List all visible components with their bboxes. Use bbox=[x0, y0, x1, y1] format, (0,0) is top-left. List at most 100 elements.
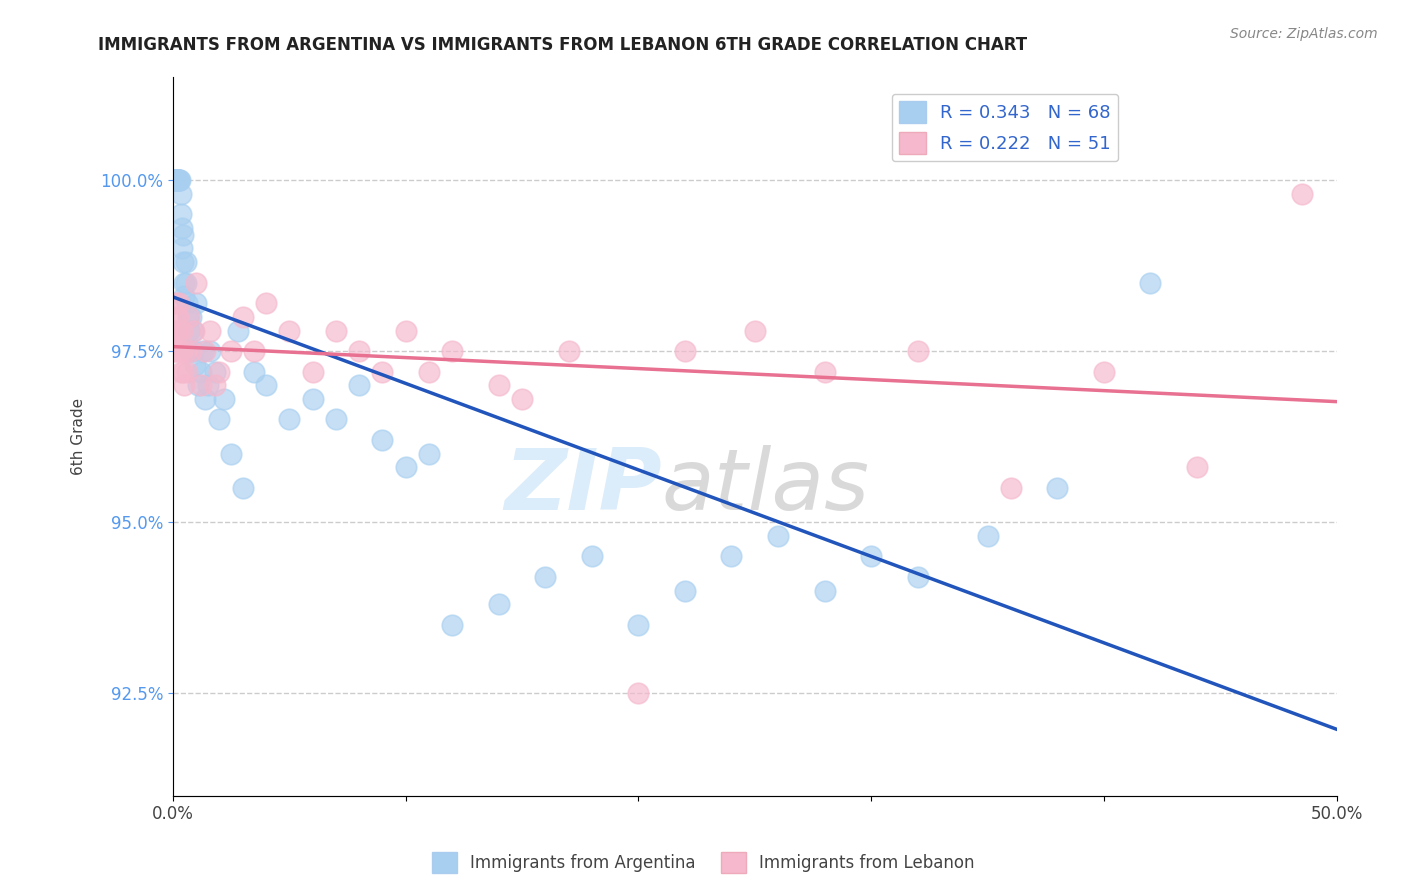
Point bbox=[1139, 276, 1161, 290]
Point bbox=[174, 344, 197, 359]
Point bbox=[184, 358, 207, 372]
Point bbox=[1000, 481, 1022, 495]
Point bbox=[212, 392, 235, 406]
Point bbox=[371, 433, 394, 447]
Point bbox=[167, 296, 190, 310]
Point bbox=[219, 344, 242, 359]
Point bbox=[165, 344, 187, 359]
Point bbox=[163, 324, 186, 338]
Point bbox=[744, 324, 766, 338]
Legend: R = 0.343   N = 68, R = 0.222   N = 51: R = 0.343 N = 68, R = 0.222 N = 51 bbox=[891, 94, 1118, 161]
Legend: Immigrants from Argentina, Immigrants from Lebanon: Immigrants from Argentina, Immigrants fr… bbox=[425, 846, 981, 880]
Text: IMMIGRANTS FROM ARGENTINA VS IMMIGRANTS FROM LEBANON 6TH GRADE CORRELATION CHART: IMMIGRANTS FROM ARGENTINA VS IMMIGRANTS … bbox=[98, 36, 1028, 54]
Point bbox=[173, 276, 195, 290]
Point bbox=[371, 365, 394, 379]
Point bbox=[673, 583, 696, 598]
Point bbox=[183, 324, 205, 338]
Point bbox=[301, 365, 323, 379]
Point bbox=[167, 173, 190, 187]
Point bbox=[181, 324, 204, 338]
Point bbox=[167, 310, 190, 324]
Point bbox=[254, 378, 277, 392]
Point bbox=[172, 365, 194, 379]
Point bbox=[177, 310, 200, 324]
Point bbox=[180, 310, 202, 324]
Point bbox=[172, 324, 194, 338]
Point bbox=[581, 549, 603, 564]
Point bbox=[488, 378, 510, 392]
Text: atlas: atlas bbox=[662, 445, 870, 528]
Point bbox=[194, 392, 217, 406]
Point bbox=[174, 255, 197, 269]
Point bbox=[278, 324, 301, 338]
Point bbox=[673, 344, 696, 359]
Point bbox=[976, 529, 998, 543]
Point bbox=[163, 173, 186, 187]
Point bbox=[208, 412, 231, 426]
Point bbox=[165, 173, 187, 187]
Point bbox=[1092, 365, 1115, 379]
Point bbox=[226, 324, 249, 338]
Point bbox=[488, 597, 510, 611]
Point bbox=[627, 686, 650, 700]
Point bbox=[907, 344, 929, 359]
Point bbox=[163, 173, 186, 187]
Point bbox=[172, 242, 194, 256]
Point bbox=[394, 324, 416, 338]
Point bbox=[278, 412, 301, 426]
Point bbox=[813, 365, 835, 379]
Point bbox=[167, 173, 190, 187]
Point bbox=[191, 344, 214, 359]
Point bbox=[720, 549, 742, 564]
Text: ZIP: ZIP bbox=[503, 445, 662, 528]
Point bbox=[169, 324, 191, 338]
Point bbox=[198, 324, 221, 338]
Point bbox=[418, 447, 440, 461]
Point bbox=[441, 344, 464, 359]
Point bbox=[441, 617, 464, 632]
Point bbox=[232, 310, 254, 324]
Point bbox=[163, 344, 186, 359]
Point bbox=[232, 481, 254, 495]
Point bbox=[169, 344, 191, 359]
Point bbox=[243, 365, 266, 379]
Point bbox=[557, 344, 579, 359]
Point bbox=[170, 221, 193, 235]
Y-axis label: 6th Grade: 6th Grade bbox=[72, 398, 86, 475]
Point bbox=[170, 344, 193, 359]
Point bbox=[254, 296, 277, 310]
Point bbox=[166, 173, 188, 187]
Point bbox=[184, 276, 207, 290]
Point bbox=[187, 378, 209, 392]
Point bbox=[169, 173, 191, 187]
Point bbox=[180, 344, 202, 359]
Point bbox=[166, 344, 188, 359]
Point bbox=[166, 324, 188, 338]
Text: Source: ZipAtlas.com: Source: ZipAtlas.com bbox=[1230, 27, 1378, 41]
Point bbox=[198, 344, 221, 359]
Point bbox=[1291, 186, 1313, 201]
Point bbox=[169, 173, 191, 187]
Point bbox=[204, 378, 226, 392]
Point bbox=[163, 173, 186, 187]
Point bbox=[766, 529, 789, 543]
Point bbox=[166, 173, 188, 187]
Point bbox=[208, 365, 231, 379]
Point bbox=[190, 378, 212, 392]
Point bbox=[347, 344, 370, 359]
Point bbox=[243, 344, 266, 359]
Point bbox=[166, 310, 188, 324]
Point bbox=[170, 207, 193, 221]
Point bbox=[176, 296, 198, 310]
Point bbox=[418, 365, 440, 379]
Point bbox=[183, 344, 205, 359]
Point bbox=[813, 583, 835, 598]
Point bbox=[394, 460, 416, 475]
Point bbox=[325, 412, 347, 426]
Point bbox=[534, 570, 557, 584]
Point bbox=[301, 392, 323, 406]
Point bbox=[907, 570, 929, 584]
Point bbox=[179, 310, 201, 324]
Point bbox=[627, 617, 650, 632]
Point bbox=[169, 365, 191, 379]
